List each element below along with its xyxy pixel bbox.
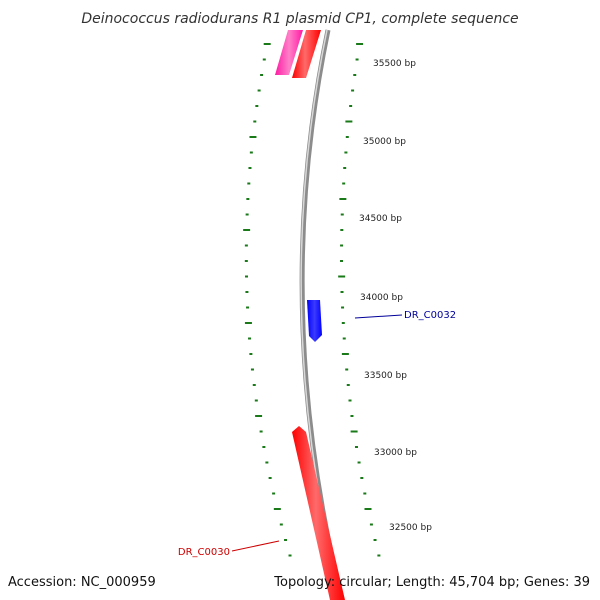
outer-tick-marks bbox=[243, 43, 292, 557]
tick-label: 34500 bp bbox=[359, 214, 402, 224]
accession-text: Accession: NC_000959 bbox=[8, 575, 156, 590]
gene-arrow-DR_C0030[interactable] bbox=[292, 426, 345, 600]
tick-labels: 35500 bp 35000 bp 34500 bp 34000 bp 33500 bp… bbox=[359, 59, 432, 533]
tick-label: 33500 bp bbox=[364, 371, 407, 381]
tick-label: 35500 bp bbox=[373, 59, 416, 69]
gene-label-leader-DR_C0030 bbox=[231, 540, 280, 552]
tick-label: 33000 bp bbox=[374, 448, 417, 458]
gene-arrow-magenta[interactable] bbox=[275, 30, 303, 75]
tick-label: 34000 bp bbox=[360, 293, 403, 303]
tick-label: 35000 bp bbox=[363, 137, 406, 147]
gene-label-DR_C0030[interactable]: DR_C0030 bbox=[178, 547, 230, 558]
gene-label-leader-DR_C0032 bbox=[354, 314, 403, 319]
gene-arrow-DR_C0032[interactable] bbox=[307, 300, 322, 342]
gene-arrow-red-top[interactable] bbox=[292, 30, 321, 78]
sequence-summary-text: Topology: circular; Length: 45,704 bp; G… bbox=[273, 575, 590, 590]
inner-tick-marks bbox=[338, 43, 381, 557]
map-title: Deinococcus radiodurans R1 plasmid CP1, … bbox=[81, 11, 518, 27]
gene-label-DR_C0032[interactable]: DR_C0032 bbox=[404, 310, 456, 321]
tick-label: 32500 bp bbox=[389, 523, 432, 533]
